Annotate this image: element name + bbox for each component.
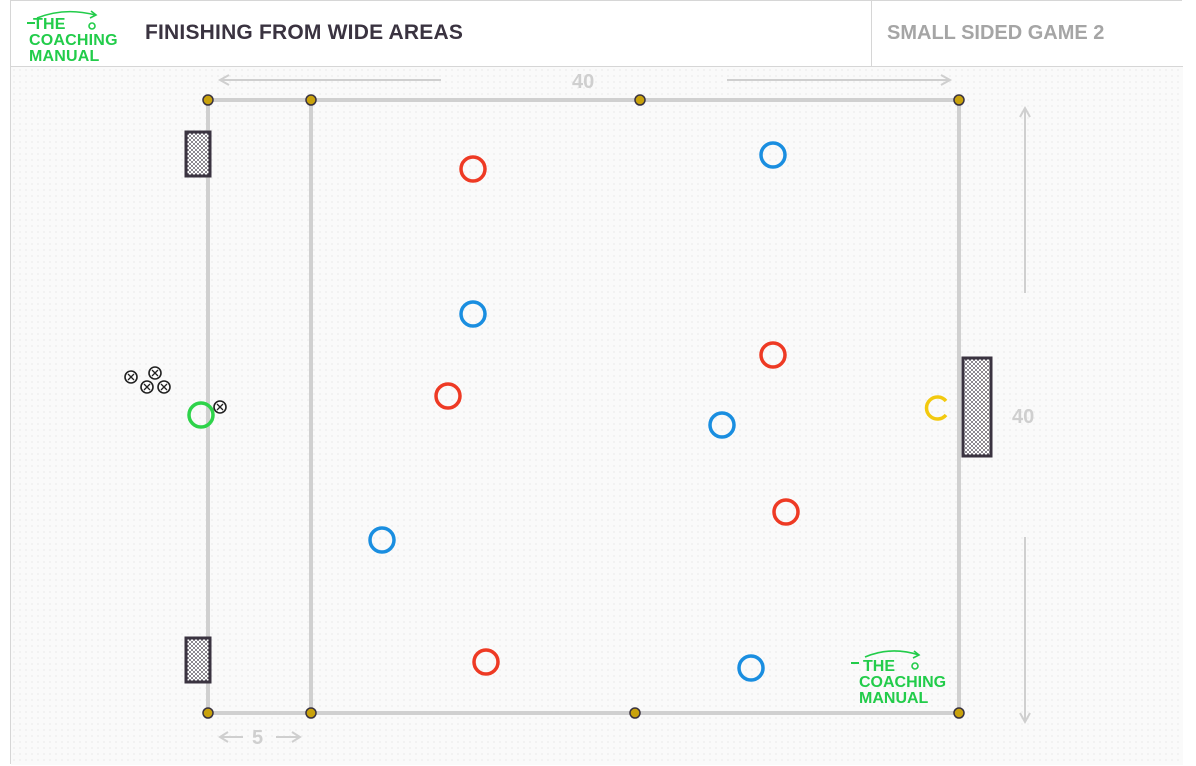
- page-title: FINISHING FROM WIDE AREAS: [145, 21, 464, 44]
- logo-line-1: THE: [33, 16, 66, 33]
- session-subtitle: SMALL SIDED GAME 2: [887, 22, 1105, 44]
- server-player: [187, 401, 215, 429]
- cone-marker-icon: [202, 707, 214, 719]
- cone-marker-icon: [629, 707, 641, 719]
- cone-marker-icon: [953, 94, 965, 106]
- arrow-head-icon: [218, 731, 229, 743]
- cone-marker-icon: [305, 707, 317, 719]
- cone-marker-icon: [305, 94, 317, 106]
- diagram-frame: THE COACHING MANUAL FINISHING FROM WIDE …: [10, 0, 1183, 765]
- football-icon: [124, 370, 138, 384]
- blue-player: [708, 411, 736, 439]
- zone-width-label: 5: [252, 727, 264, 749]
- pitch-lines: [206, 98, 961, 715]
- red-player: [459, 155, 487, 183]
- goal-net-icon: [961, 356, 993, 458]
- blue-player: [759, 141, 787, 169]
- blue-player: [737, 654, 765, 682]
- cone-marker-icon: [202, 94, 214, 106]
- arrow-head-icon: [291, 731, 302, 743]
- football-icon: [140, 380, 154, 394]
- logo-arrow-icon: [27, 10, 98, 30]
- dimension-arrows: [217, 74, 1031, 743]
- cone-marker-icon: [634, 94, 646, 106]
- goal-net-icon: [184, 636, 212, 684]
- red-player: [772, 498, 800, 526]
- watermark-line-3: MANUAL: [859, 690, 929, 707]
- logo-line-3: MANUAL: [29, 48, 100, 65]
- height-label: 40: [1012, 406, 1035, 428]
- cones: [202, 94, 965, 719]
- pitch-diagram: [124, 74, 1031, 743]
- header-bar: THE COACHING MANUAL FINISHING FROM WIDE …: [11, 1, 1183, 67]
- logo-line-2: COACHING: [29, 32, 118, 49]
- red-player: [472, 648, 500, 676]
- small-goal-bottom-left: [184, 636, 212, 684]
- watermark-logo: THE COACHING MANUAL: [851, 649, 959, 707]
- cone-marker-icon: [953, 707, 965, 719]
- arrow-head-icon: [217, 74, 230, 86]
- goalkeeper-player: [924, 395, 948, 421]
- goal-net-icon: [184, 130, 212, 178]
- logo-arrow-icon: [851, 650, 921, 670]
- red-player: [434, 382, 462, 410]
- football-icon: [213, 400, 227, 414]
- coaching-manual-logo: THE COACHING MANUAL: [25, 9, 135, 65]
- red-player: [759, 341, 787, 369]
- blue-player: [368, 526, 396, 554]
- blue-player: [459, 300, 487, 328]
- football-icon: [148, 366, 162, 380]
- arrow-head-icon: [1019, 105, 1031, 118]
- ball-supply: [124, 366, 227, 414]
- arrow-head-icon: [1019, 712, 1031, 725]
- watermark-line-1: THE: [863, 658, 895, 675]
- red-team: [434, 155, 800, 676]
- arrow-head-icon: [940, 74, 953, 86]
- football-icon: [157, 380, 171, 394]
- main-goal-right: [961, 356, 993, 458]
- watermark-line-2: COACHING: [859, 674, 947, 691]
- small-goal-top-left: [184, 130, 212, 178]
- blue-team: [368, 141, 787, 682]
- header-divider: [871, 1, 872, 66]
- width-label: 40: [572, 71, 595, 93]
